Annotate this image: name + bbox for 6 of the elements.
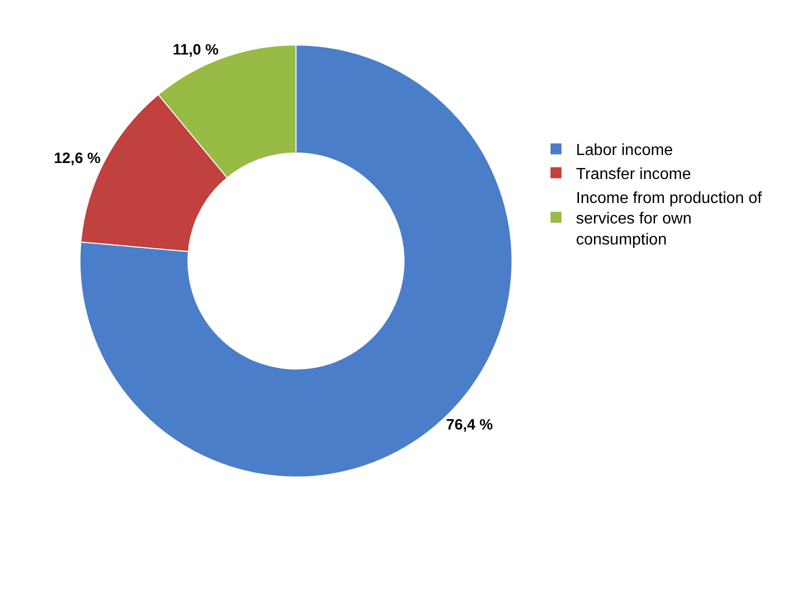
data-label: 12,6 %	[54, 150, 101, 168]
legend-label: Transfer income	[576, 166, 692, 183]
legend-label: Labor income	[576, 142, 674, 160]
data-label: 76,4 %	[446, 416, 493, 434]
data-label: 11,0 %	[172, 42, 219, 59]
legend-label: Income from production of services for own consumption	[576, 190, 762, 248]
